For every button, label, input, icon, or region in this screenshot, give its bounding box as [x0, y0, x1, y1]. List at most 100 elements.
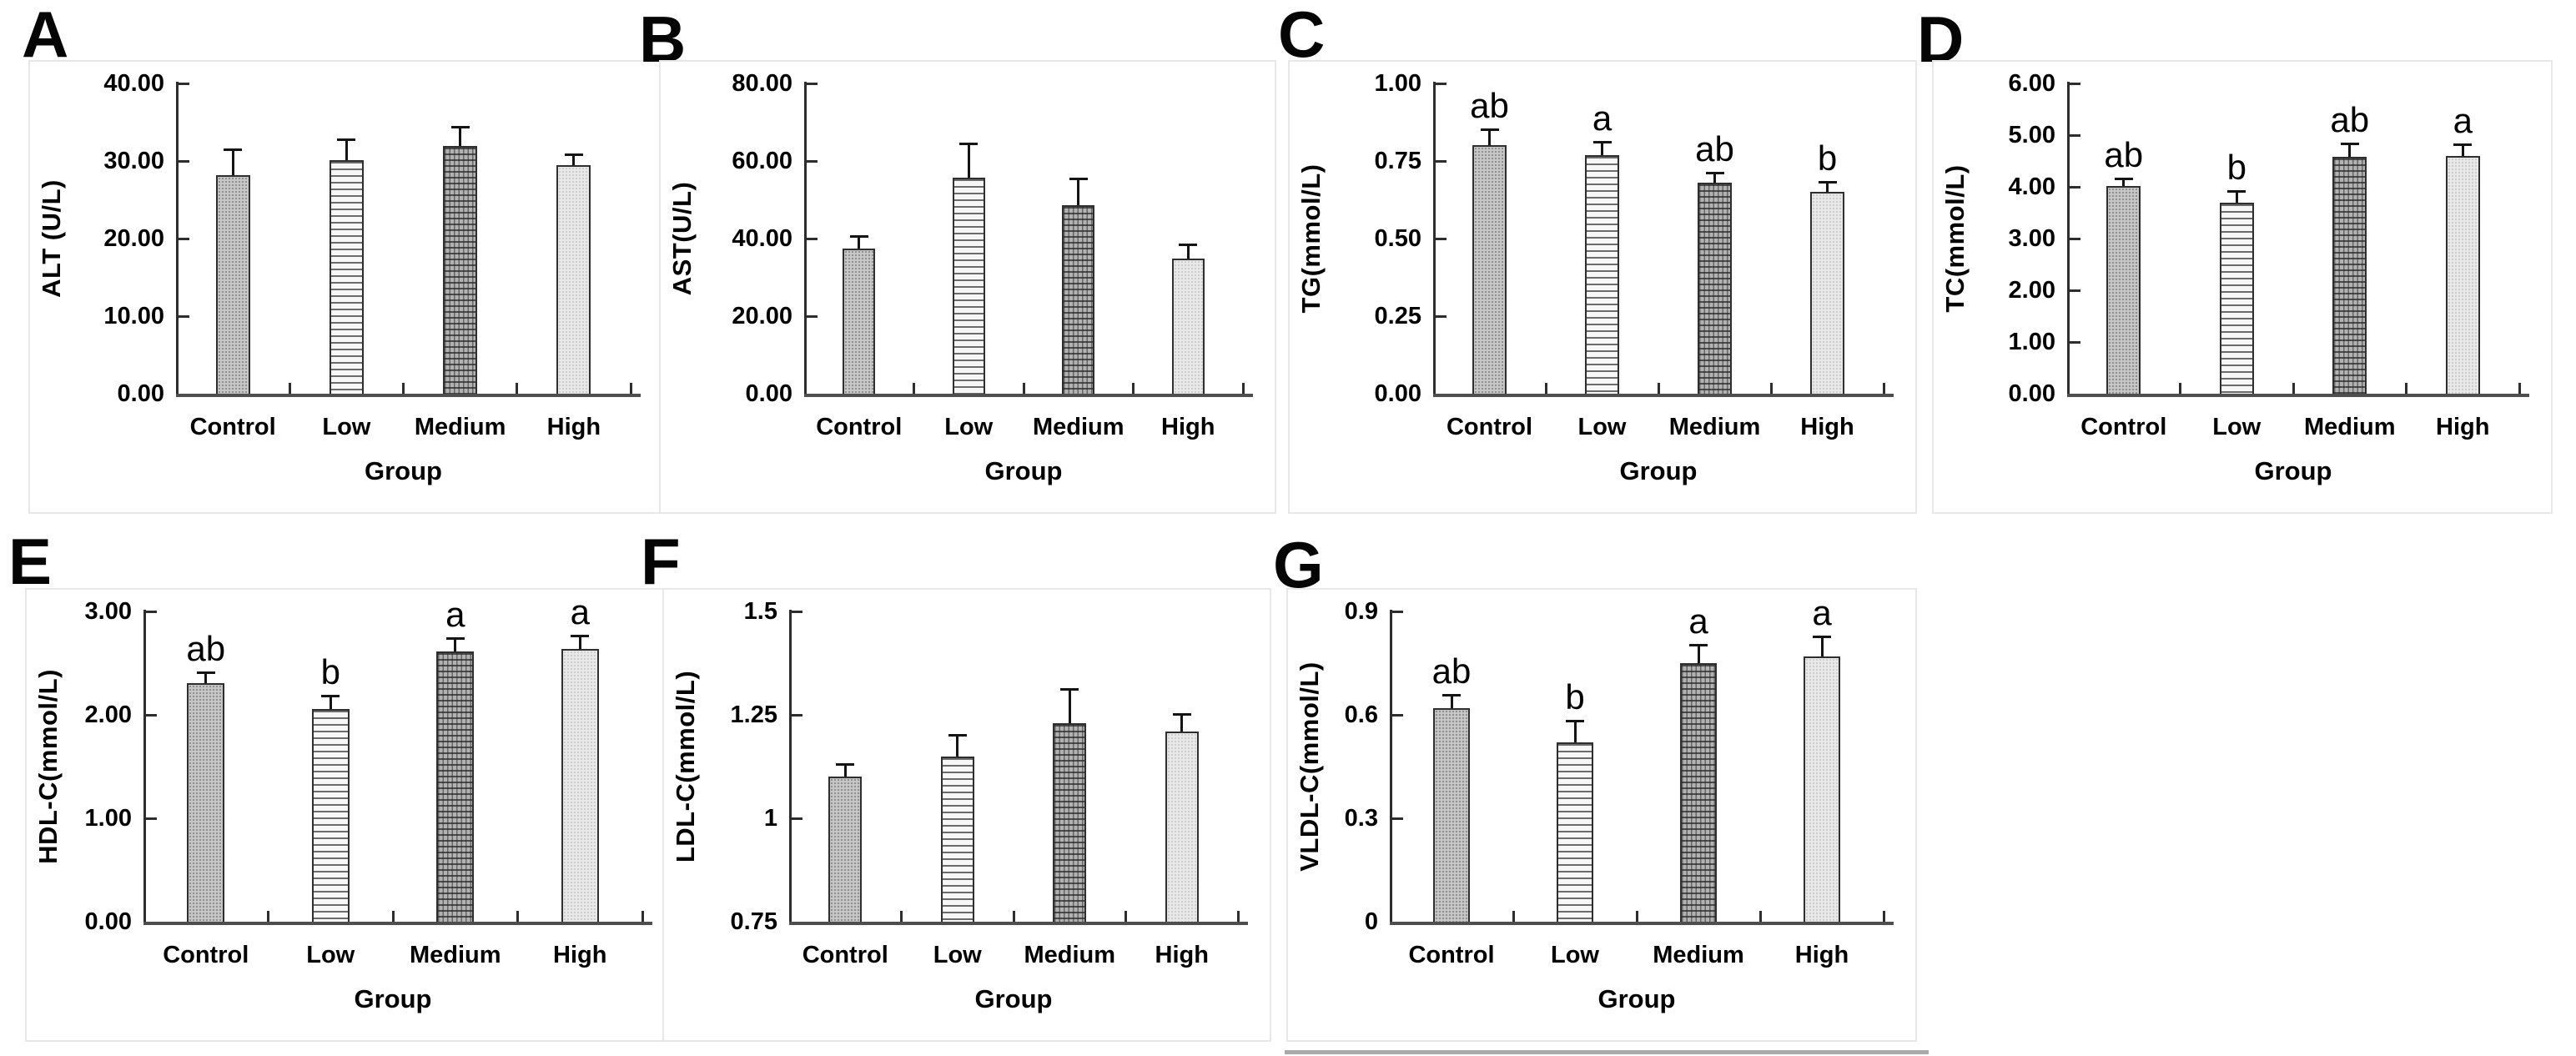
significance-letter: b	[2226, 148, 2246, 188]
category-label: Medium	[414, 414, 506, 440]
error-bar-cap	[1689, 644, 1708, 647]
bar-high	[1810, 192, 1844, 394]
y-axis-line	[1433, 82, 1436, 397]
y-tick-mark	[2070, 185, 2080, 189]
bar-high	[1165, 731, 1199, 922]
error-bar-line	[578, 636, 581, 649]
error-bar-line	[345, 139, 348, 161]
category-label: Control	[802, 942, 888, 968]
y-tick-mark	[1392, 610, 1403, 613]
y-tick-label: 1.5	[743, 598, 777, 625]
significance-letter: b	[320, 651, 340, 691]
panel-A-box: ALT (U/L) 0.00 10.00 20.00 30.00 40.00 Control…	[28, 60, 664, 514]
category-label: High	[546, 414, 601, 440]
error-bar-cap	[1705, 171, 1724, 174]
y-tick-label: 5.00	[2008, 122, 2055, 148]
y-tick-label: 1.00	[84, 805, 132, 832]
y-tick-label: 0	[1364, 908, 1378, 935]
x-axis-label: Group	[984, 456, 1063, 485]
x-axis-line	[789, 922, 1248, 925]
x-tick-mark	[1769, 383, 1773, 394]
error-bar-line	[454, 639, 457, 652]
error-bar-cap	[2340, 142, 2359, 145]
x-axis-line	[804, 394, 1253, 397]
bar-medium	[1062, 205, 1095, 394]
category-label: Control	[1446, 414, 1533, 440]
y-tick-mark	[179, 237, 189, 240]
category-label: Control	[1408, 942, 1495, 968]
error-bar-line	[967, 143, 970, 178]
category-label: Control	[189, 414, 276, 440]
y-axis-label: VLDL-C(mmol/L)	[1295, 661, 1324, 872]
bar-high	[2445, 155, 2480, 394]
error-bar-cap	[948, 733, 967, 737]
bar-medium	[1679, 663, 1718, 922]
bar-low	[311, 708, 350, 922]
error-bar-cap	[564, 153, 583, 156]
y-tick-mark	[1436, 159, 1446, 163]
x-axis-line	[2067, 394, 2529, 397]
x-tick-mark	[1882, 383, 1885, 394]
error-bar-cap	[2114, 178, 2133, 181]
x-tick-mark	[2179, 383, 2181, 394]
bar-low	[329, 160, 364, 394]
y-tick-label: 1.00	[1374, 70, 1421, 97]
y-tick-label: 3.00	[84, 598, 132, 625]
significance-letter: ab	[2104, 135, 2144, 175]
category-label: Low	[933, 942, 982, 968]
panel-label-A: A	[22, 0, 69, 71]
y-tick-label: 40.00	[732, 225, 792, 252]
x-tick-mark	[629, 383, 632, 394]
error-bar-cap	[1818, 181, 1837, 184]
error-bar-line	[204, 673, 208, 683]
category-label: Medium	[1024, 942, 1116, 968]
category-label: Control	[163, 942, 249, 968]
x-tick-mark	[913, 383, 915, 394]
y-axis-label: HDL-C(mmol/L)	[33, 669, 63, 864]
x-tick-mark	[1758, 911, 1762, 922]
error-bar-line	[1077, 179, 1080, 206]
category-label: Medium	[1653, 942, 1744, 968]
y-tick-mark	[1392, 817, 1403, 820]
bar-medium	[1698, 183, 1732, 394]
y-tick-mark	[2070, 289, 2080, 292]
bar-control	[2106, 185, 2141, 394]
x-tick-mark	[391, 911, 395, 922]
y-tick-label: 0.25	[1374, 303, 1421, 329]
y-tick-label: 80.00	[732, 70, 792, 97]
category-label: High	[553, 942, 607, 968]
error-bar-cap	[1592, 140, 1612, 143]
y-tick-mark	[1436, 237, 1446, 240]
y-tick-mark	[146, 610, 157, 613]
error-bar-line	[1826, 183, 1829, 193]
x-axis-line	[1390, 922, 1894, 925]
y-axis-line	[789, 610, 792, 925]
error-bar-cap	[224, 148, 243, 151]
error-bar-line	[231, 149, 234, 175]
y-tick-label: 1.00	[2008, 329, 2055, 355]
significance-letter: a	[1592, 98, 1613, 138]
x-tick-mark	[2405, 383, 2407, 394]
x-axis-label: Group	[365, 456, 442, 485]
y-tick-label: 40.00	[103, 70, 164, 97]
x-tick-mark	[1635, 911, 1638, 922]
x-axis-label: Group	[974, 984, 1053, 1013]
panel-B-box: AST(U/L) 0.00 20.00 40.00 60.00 80.00 Control L…	[659, 60, 1276, 514]
error-bar-cap	[1480, 128, 1499, 131]
error-bar-line	[2348, 143, 2352, 158]
error-bar-cap	[836, 762, 855, 766]
y-tick-label: 30.00	[103, 148, 164, 174]
panel-label-G: G	[1273, 528, 1324, 601]
x-tick-mark	[1657, 383, 1660, 394]
bar-medium	[2332, 157, 2367, 394]
y-tick-label: 3.00	[2008, 225, 2055, 252]
error-bar-line	[329, 696, 332, 709]
x-tick-mark	[1544, 383, 1547, 394]
y-tick-label: 1	[763, 805, 777, 832]
bar-medium	[436, 651, 475, 922]
y-tick-mark	[807, 82, 818, 85]
x-axis-label: Group	[1619, 456, 1698, 485]
category-label: Medium	[1668, 414, 1761, 440]
bar-low	[2219, 202, 2254, 394]
panel-label-C: C	[1278, 0, 1326, 71]
